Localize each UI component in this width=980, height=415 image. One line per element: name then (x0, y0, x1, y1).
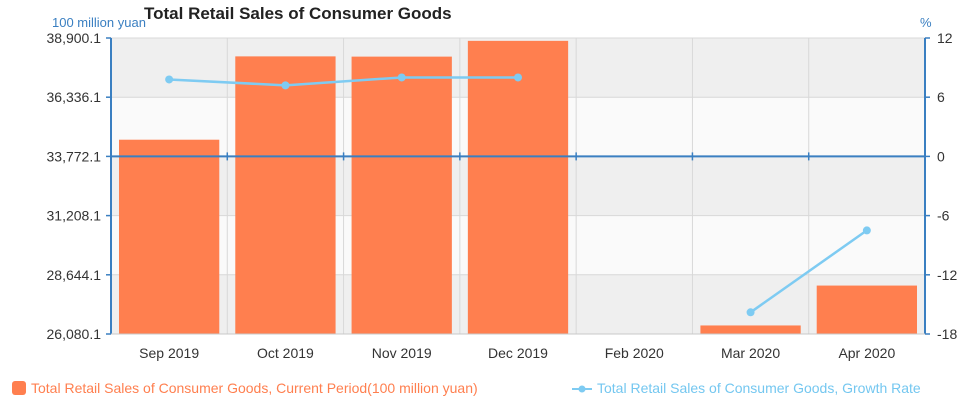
legend-bar-swatch (12, 381, 26, 395)
growth-rate-line (749, 229, 868, 314)
right-tick-label: -18 (937, 326, 957, 342)
bar (467, 40, 569, 334)
growth-rate-point (746, 308, 755, 317)
bar-series (119, 40, 917, 334)
right-tick-label: 6 (937, 89, 945, 105)
growth-rate-point (397, 73, 406, 82)
tick-labels: 38,900.1 36,336.1 33,772.1 31,208.1 28,644.1… (47, 30, 958, 361)
left-axis-unit: 100 million yuan (52, 15, 146, 30)
x-tick-label: Dec 2019 (488, 345, 548, 361)
chart-title: Total Retail Sales of Consumer Goods (144, 4, 452, 23)
growth-rate-point (514, 73, 522, 82)
x-tick-label: Oct 2019 (257, 345, 314, 361)
bar (235, 56, 336, 334)
left-tick-label: 28,644.1 (47, 267, 102, 283)
right-tick-label: 12 (937, 30, 953, 46)
growth-rate-point (281, 81, 290, 90)
legend-line-label: Total Retail Sales of Consumer Goods, Gr… (597, 380, 921, 396)
x-tick-label: Apr 2020 (838, 345, 895, 361)
growth-rate-point (862, 226, 871, 235)
right-axis-unit: % (920, 15, 932, 30)
right-tick-label: -12 (937, 267, 957, 283)
left-tick-label: 36,336.1 (47, 89, 102, 105)
bar (119, 139, 220, 334)
left-tick-label: 26,080.1 (47, 326, 102, 342)
x-tick-label: Mar 2020 (721, 345, 780, 361)
legend-line-marker (578, 385, 586, 393)
axes (106, 37, 930, 335)
line-series (165, 73, 871, 317)
legend: Total Retail Sales of Consumer Goods, Cu… (12, 380, 921, 396)
growth-rate-point (165, 75, 174, 84)
growth-rate-line (169, 76, 518, 87)
left-tick-label: 38,900.1 (47, 30, 102, 46)
right-tick-label: -6 (937, 208, 950, 224)
bar (816, 285, 917, 334)
right-tick-label: 0 (937, 148, 945, 164)
bar (351, 56, 452, 334)
bar (700, 325, 801, 334)
x-tick-label: Nov 2019 (372, 345, 432, 361)
left-tick-label: 33,772.1 (47, 148, 102, 164)
left-tick-label: 31,208.1 (47, 208, 102, 224)
x-tick-label: Sep 2019 (139, 345, 199, 361)
x-tick-label: Feb 2020 (605, 345, 664, 361)
legend-bar-label: Total Retail Sales of Consumer Goods, Cu… (31, 380, 478, 396)
